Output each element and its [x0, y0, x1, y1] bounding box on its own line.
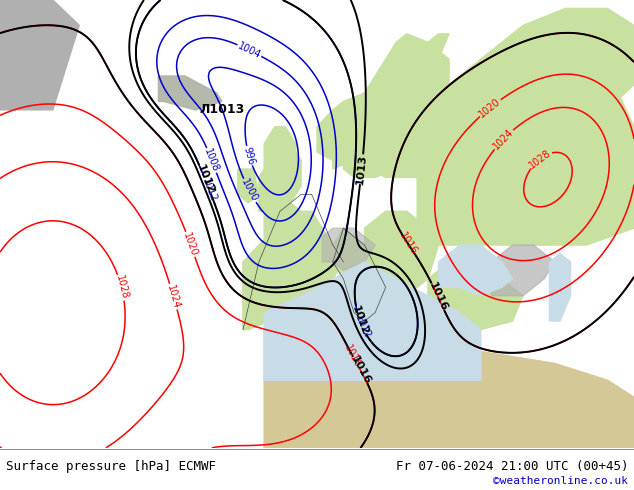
Text: 1012: 1012	[200, 177, 219, 203]
Polygon shape	[238, 169, 259, 203]
Polygon shape	[333, 228, 385, 321]
Polygon shape	[322, 228, 375, 270]
Polygon shape	[317, 34, 449, 169]
Polygon shape	[264, 321, 634, 448]
Text: 1016: 1016	[342, 343, 363, 369]
Polygon shape	[417, 144, 502, 245]
Polygon shape	[243, 211, 322, 330]
Text: 1012: 1012	[195, 163, 216, 196]
Text: 1016: 1016	[398, 231, 419, 257]
Text: 1020: 1020	[477, 96, 503, 120]
Polygon shape	[491, 245, 555, 296]
Polygon shape	[317, 34, 449, 161]
Polygon shape	[428, 262, 523, 330]
Polygon shape	[550, 253, 571, 321]
Text: 1024: 1024	[165, 283, 182, 310]
Polygon shape	[264, 127, 296, 186]
Text: Surface pressure [hPa] ECMWF: Surface pressure [hPa] ECMWF	[6, 460, 216, 473]
Polygon shape	[0, 0, 79, 110]
Text: ©weatheronline.co.uk: ©weatheronline.co.uk	[493, 476, 628, 486]
Text: 1028: 1028	[113, 274, 129, 301]
Polygon shape	[365, 211, 439, 296]
Polygon shape	[396, 279, 417, 330]
Polygon shape	[439, 245, 512, 296]
Text: Л1013: Л1013	[199, 103, 245, 116]
Text: 1013: 1013	[355, 153, 368, 185]
Text: 1012: 1012	[350, 304, 370, 337]
Polygon shape	[243, 228, 344, 330]
Polygon shape	[344, 42, 449, 177]
Text: 1016: 1016	[349, 354, 372, 386]
Polygon shape	[264, 195, 333, 279]
Text: Fr 07-06-2024 21:00 UTC (00+45): Fr 07-06-2024 21:00 UTC (00+45)	[396, 460, 628, 473]
Polygon shape	[417, 42, 634, 245]
Polygon shape	[158, 76, 222, 110]
Text: 1008: 1008	[203, 147, 221, 173]
Text: 1024: 1024	[491, 127, 515, 151]
Text: 1028: 1028	[527, 147, 553, 170]
Text: 996: 996	[242, 146, 256, 166]
Polygon shape	[264, 262, 481, 380]
Polygon shape	[259, 144, 301, 211]
Text: 1004: 1004	[236, 41, 262, 60]
Text: 1012: 1012	[353, 314, 372, 340]
Polygon shape	[158, 76, 222, 110]
Polygon shape	[417, 8, 634, 127]
Text: 1016: 1016	[427, 280, 449, 313]
Text: 1000: 1000	[240, 177, 259, 204]
Polygon shape	[333, 110, 555, 245]
Text: 1020: 1020	[181, 231, 199, 257]
